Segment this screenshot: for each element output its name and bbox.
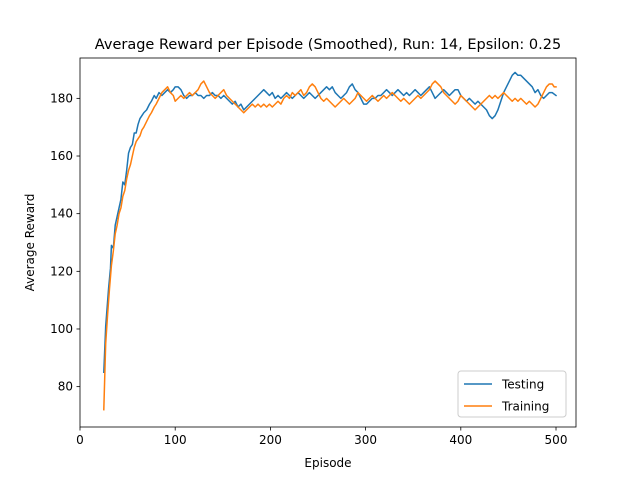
series-line-training xyxy=(103,80,557,411)
y-axis: 80 100 120 140 160 180 xyxy=(50,91,80,394)
x-tick-label: 0 xyxy=(76,433,84,447)
y-axis-label: Average Reward xyxy=(23,194,37,292)
x-tick-label: 100 xyxy=(164,433,187,447)
chart-title: Average Reward per Episode (Smoothed), R… xyxy=(95,37,561,53)
x-tick-label: 200 xyxy=(259,433,282,447)
x-axis-label: Episode xyxy=(304,456,351,470)
x-tick-label: 300 xyxy=(354,433,377,447)
y-tick-label: 140 xyxy=(50,207,73,221)
legend: Testing Training xyxy=(457,370,567,418)
y-tick-label: 100 xyxy=(50,322,73,336)
x-tick-label: 400 xyxy=(449,433,472,447)
y-tick-label: 160 xyxy=(50,149,73,163)
plot-area xyxy=(79,57,577,428)
y-tick-label: 80 xyxy=(58,380,73,394)
series-line-testing xyxy=(103,71,558,374)
plot-frame xyxy=(79,57,577,428)
legend-label-training: Training xyxy=(501,400,549,414)
x-tick-label: 500 xyxy=(545,433,568,447)
x-axis: 0 100 200 300 400 500 xyxy=(76,427,567,447)
y-tick-label: 180 xyxy=(50,91,73,105)
y-tick-label: 120 xyxy=(50,264,73,278)
legend-label-testing: Testing xyxy=(501,378,544,392)
